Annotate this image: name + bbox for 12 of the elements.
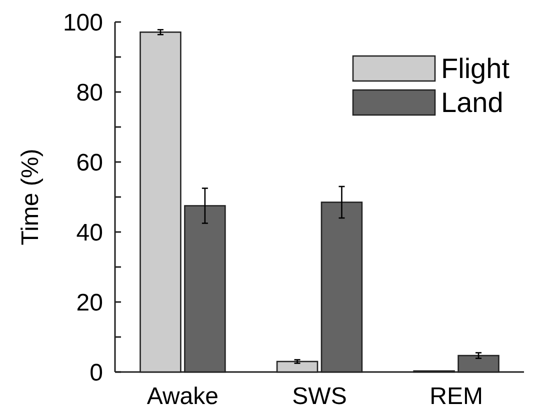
x-tick-label: SWS [292, 383, 347, 410]
y-axis-title: Time (%) [17, 148, 44, 246]
y-tick-label: 80 [76, 79, 103, 106]
x-tick-label: REM [430, 383, 483, 410]
y-tick-label: 100 [62, 9, 103, 36]
y-tick-label: 0 [90, 359, 103, 386]
y-tick-label: 60 [76, 149, 103, 176]
legend-label: Flight [441, 53, 510, 84]
legend-label: Land [441, 87, 504, 118]
y-tick-label: 40 [76, 219, 103, 246]
y-tick-label: 20 [76, 289, 103, 316]
x-tick-label: Awake [146, 383, 219, 410]
